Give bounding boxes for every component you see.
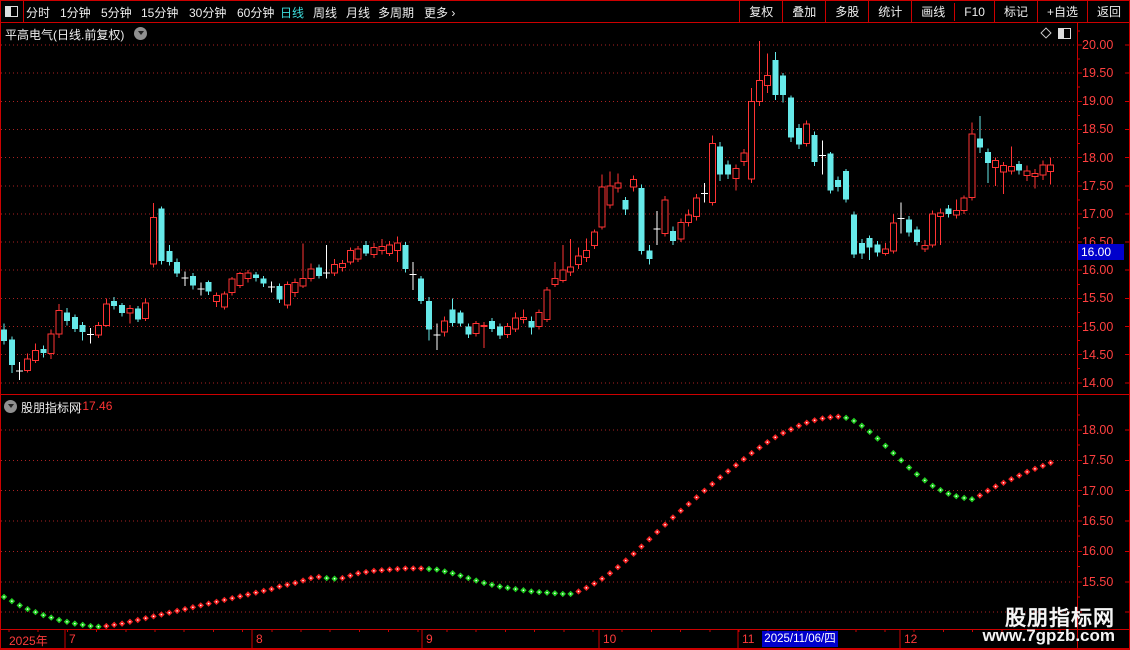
indicator-axis-label: 16.00 bbox=[1082, 544, 1114, 559]
price-axis-label: 15.50 bbox=[1082, 291, 1114, 306]
year-label: 2025年 bbox=[9, 634, 48, 648]
indicator-axis-label: 18.00 bbox=[1082, 423, 1114, 437]
tool-item-5[interactable]: F10 bbox=[954, 2, 994, 21]
top-menu-bar: 分时 1分钟 5分钟 15分钟 30分钟 60分钟 日线 周线 月线 多周期 更多 › 复权 叠加 多股… bbox=[1, 1, 1129, 23]
menu-item-3[interactable]: 15分钟 bbox=[141, 6, 179, 20]
price-axis-label: 19.50 bbox=[1082, 66, 1114, 81]
indicator-axis-label: 16.50 bbox=[1082, 514, 1114, 529]
layout-split-icon[interactable] bbox=[5, 6, 18, 17]
menu-bottom-border bbox=[1, 22, 1129, 23]
menu-item-8[interactable]: 月线 bbox=[346, 6, 371, 20]
tool-item-0[interactable]: 复权 bbox=[739, 1, 782, 22]
tool-item-1[interactable]: 叠加 bbox=[782, 1, 825, 22]
watermark-site-name: 股朋指标网 bbox=[1005, 607, 1115, 630]
price-axis-label: 18.00 bbox=[1082, 150, 1114, 165]
price-axis-label: 19.00 bbox=[1082, 94, 1114, 109]
price-axis-label: 16.00 bbox=[1082, 263, 1114, 278]
tool-item-3[interactable]: 统计 bbox=[868, 1, 911, 22]
title-chevron-down-icon[interactable] bbox=[134, 27, 147, 40]
tool-item-6[interactable]: 标记 bbox=[993, 1, 1037, 22]
month-label-12: 12 bbox=[904, 632, 918, 646]
menu-item-5[interactable]: 60分钟 bbox=[237, 6, 275, 20]
tool-item-8[interactable]: 返回 bbox=[1086, 1, 1129, 22]
price-axis-label: 17.50 bbox=[1082, 178, 1114, 193]
month-label-11: 11 bbox=[742, 632, 755, 646]
indicator-panel-bottom-border bbox=[1, 629, 1129, 630]
tool-item-7[interactable]: +自选 bbox=[1036, 1, 1087, 22]
month-label-7: 7 bbox=[69, 632, 76, 646]
month-label-9: 9 bbox=[426, 632, 433, 646]
menu-item-6[interactable]: 日线 bbox=[280, 6, 305, 20]
menu-divider bbox=[23, 1, 24, 22]
indicator-axis-label: 17.00 bbox=[1082, 483, 1114, 498]
price-tag: 16.00 bbox=[1078, 244, 1124, 260]
price-axis-label: 20.00 bbox=[1082, 38, 1114, 52]
main-panel-bottom-border bbox=[1, 394, 1129, 395]
date-tag: 2025/11/06/四 bbox=[762, 631, 838, 647]
watermark-site-url: www.7gpzb.com bbox=[982, 626, 1115, 645]
price-axis-label: 14.00 bbox=[1082, 375, 1114, 390]
tools-menu: 复权 叠加 多股 统计 画线 F10 标记 +自选 返回 bbox=[739, 1, 1129, 22]
indicator-value: :17.46 bbox=[79, 399, 113, 413]
price-axis-border bbox=[1077, 23, 1078, 648]
tool-item-4[interactable]: 画线 bbox=[911, 1, 954, 22]
menu-item-1[interactable]: 1分钟 bbox=[60, 6, 91, 20]
axis-strip-bottom-border bbox=[1, 648, 1129, 649]
month-label-8: 8 bbox=[256, 632, 263, 646]
month-label-10: 10 bbox=[603, 632, 617, 646]
menu-item-7[interactable]: 周线 bbox=[313, 6, 338, 20]
indicator-axis-label: 17.50 bbox=[1082, 453, 1114, 468]
tool-item-2[interactable]: 多股 bbox=[825, 1, 868, 22]
price-axis-label: 17.00 bbox=[1082, 206, 1114, 221]
chart-title: 平高电气(日线.前复权) bbox=[5, 28, 125, 42]
menu-item-10[interactable]: 更多 › bbox=[424, 6, 456, 20]
price-axis-label: 18.50 bbox=[1082, 122, 1114, 137]
menu-item-4[interactable]: 30分钟 bbox=[189, 6, 227, 20]
price-axis-label: 14.50 bbox=[1082, 347, 1114, 362]
price-axis-label: 15.00 bbox=[1082, 319, 1114, 334]
menu-item-2[interactable]: 5分钟 bbox=[101, 6, 132, 20]
menu-item-9[interactable]: 多周期 bbox=[378, 6, 415, 20]
panel-layout-icon[interactable] bbox=[1058, 28, 1071, 39]
indicator-chevron-down-icon[interactable] bbox=[4, 400, 17, 413]
indicator-name[interactable]: 股朋指标网 bbox=[21, 401, 82, 415]
indicator-axis-label: 15.50 bbox=[1082, 574, 1114, 589]
menu-item-0[interactable]: 分时 bbox=[26, 6, 51, 20]
